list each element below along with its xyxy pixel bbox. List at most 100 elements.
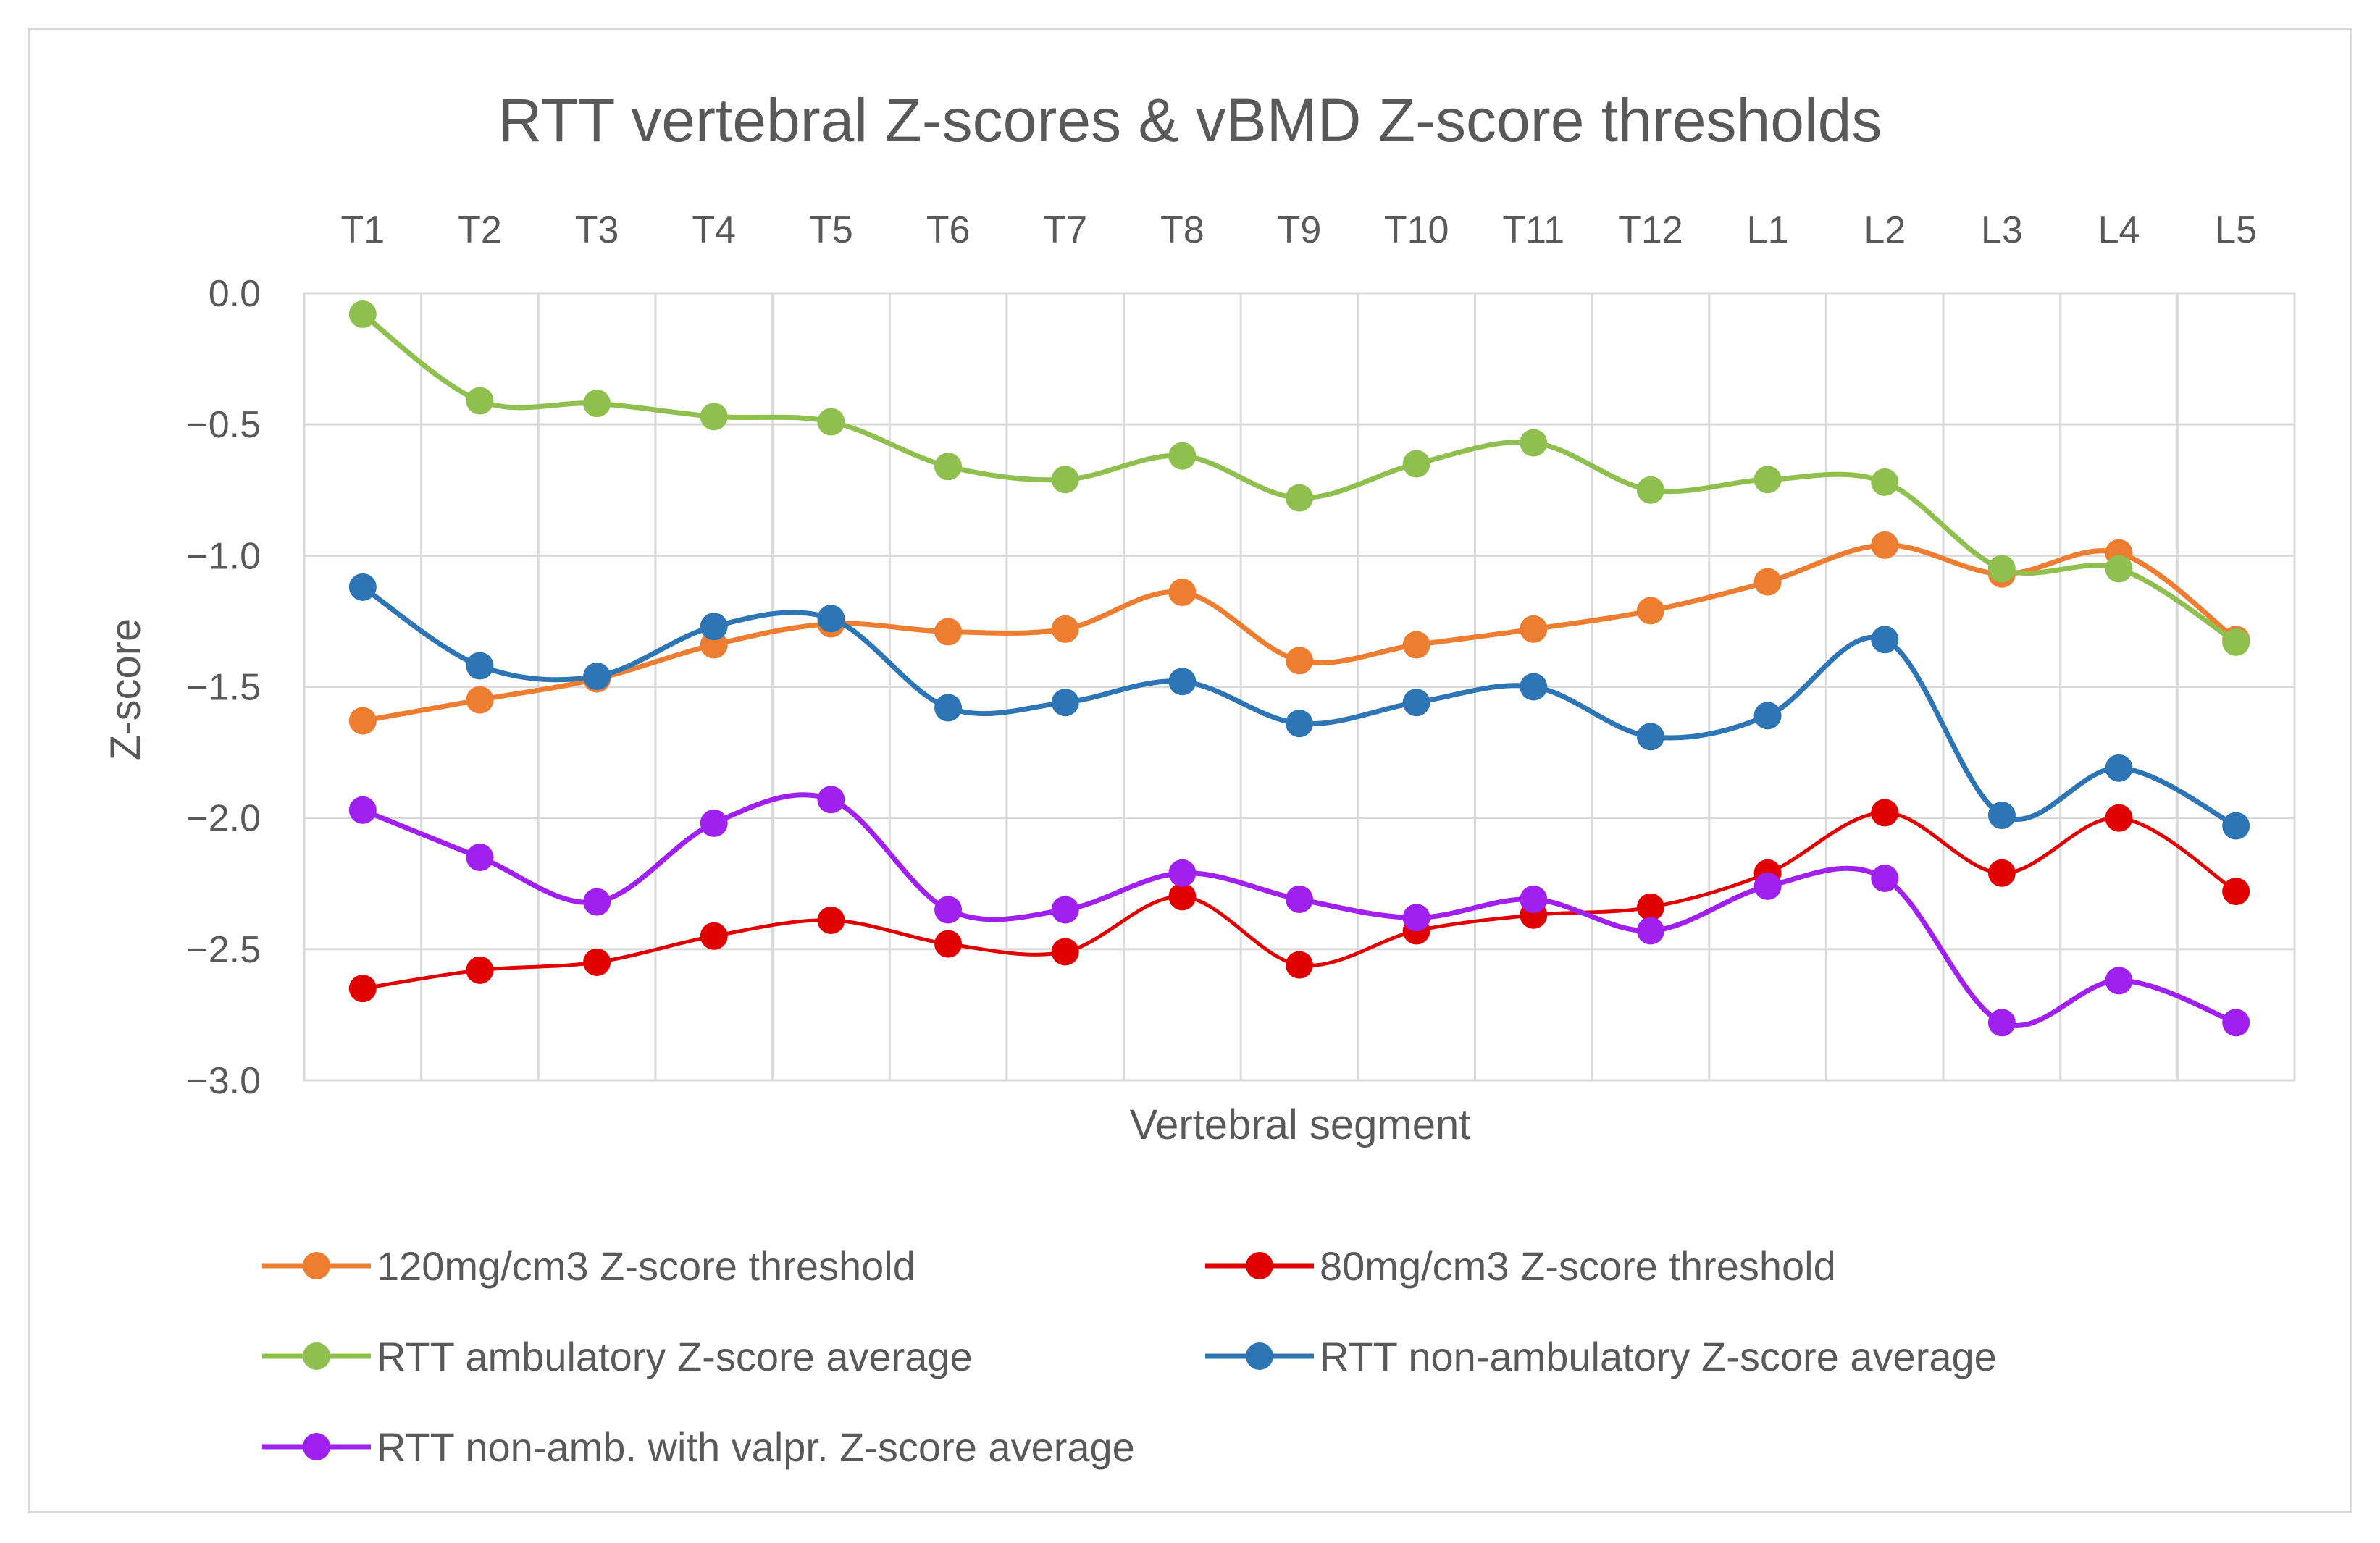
data-point (1051, 938, 1079, 966)
data-point (1636, 723, 1664, 751)
plot-area (303, 292, 2296, 1082)
x-tick-label: T1 (340, 209, 385, 251)
data-point (1402, 631, 1430, 659)
data-point (700, 922, 728, 950)
series-2 (348, 799, 2250, 1003)
data-point (2222, 878, 2250, 906)
data-point (466, 686, 494, 714)
data-point (1987, 859, 2016, 887)
data-point (934, 453, 963, 481)
y-axis-label: Z-score (102, 618, 149, 761)
data-point (348, 796, 377, 824)
legend-item-3: RTT ambulatory Z-score average (262, 1334, 973, 1379)
series-1 (348, 531, 2250, 735)
x-tick-label: T6 (926, 209, 971, 251)
data-point (348, 707, 377, 735)
data-point (1051, 689, 1079, 717)
data-point (1753, 872, 1782, 900)
data-point (817, 906, 845, 934)
x-tick-label: L2 (1864, 209, 1906, 251)
legend-label: RTT non-ambulatory Z-score average (1320, 1334, 1997, 1379)
data-point (348, 300, 377, 328)
x-tick-label: T10 (1384, 209, 1449, 251)
data-point (1987, 802, 2016, 830)
data-point (1636, 597, 1664, 625)
x-tick-label: L4 (2098, 209, 2140, 251)
data-point (466, 956, 494, 984)
legend-item-5: RTT non-amb. with valpr. Z-score average (262, 1424, 1135, 1470)
data-point (2105, 804, 2133, 832)
data-point (1402, 904, 1430, 932)
data-point (1168, 442, 1197, 470)
data-point (1286, 484, 1313, 512)
x-tick-label: T7 (1043, 209, 1087, 251)
data-point (1051, 896, 1079, 924)
data-point (2222, 1009, 2250, 1037)
legend-label: 80mg/cm3 Z-score threshold (1320, 1243, 1836, 1289)
legend-item-2: 80mg/cm3 Z-score threshold (1205, 1243, 1836, 1289)
data-point (466, 652, 494, 680)
data-point (583, 390, 611, 418)
data-point (700, 613, 728, 641)
series-line (362, 542, 2238, 724)
y-tick-label: 0.0 (209, 273, 261, 315)
data-point (1871, 865, 1899, 893)
data-point (1286, 885, 1313, 913)
data-point (2105, 754, 2133, 782)
data-point (1520, 885, 1548, 913)
data-point (1753, 568, 1782, 596)
data-point (583, 948, 611, 976)
legend-swatch-marker (303, 1433, 330, 1460)
data-point (1871, 468, 1899, 496)
x-tick-label: T12 (1618, 209, 1683, 251)
data-point (2222, 628, 2250, 656)
series-line (361, 312, 2238, 644)
data-point (1286, 951, 1313, 979)
legend-swatch-marker (303, 1342, 330, 1370)
x-tick-label: L3 (1981, 209, 2023, 251)
data-point (2222, 812, 2250, 840)
data-point (1402, 450, 1430, 478)
data-point (1168, 859, 1197, 887)
data-point (1402, 689, 1430, 717)
data-point (1051, 615, 1079, 643)
series-line (361, 584, 2237, 828)
data-point (1520, 615, 1548, 643)
y-tick-label: −2.0 (186, 798, 261, 840)
data-point (817, 786, 845, 814)
data-point (2105, 555, 2133, 583)
legend-swatch-marker (303, 1252, 330, 1279)
data-point (1168, 579, 1197, 607)
x-tick-label: T11 (1502, 209, 1564, 251)
x-tick-label: L5 (2215, 209, 2257, 251)
data-point (348, 573, 377, 601)
data-point (1871, 626, 1899, 654)
data-point (934, 896, 963, 924)
chart-title: RTT vertebral Z-scores & vBMD Z-score th… (498, 86, 1882, 154)
legend-item-4: RTT non-ambulatory Z-score average (1205, 1334, 1997, 1379)
x-tick-label: T9 (1278, 209, 1322, 251)
y-tick-label: −1.0 (186, 535, 261, 577)
data-point (1753, 702, 1782, 730)
data-point (1871, 799, 1899, 827)
data-point (1636, 917, 1664, 945)
x-tick-label: L1 (1747, 209, 1789, 251)
data-point (700, 809, 728, 837)
x-tick-label: T2 (458, 209, 502, 251)
data-point (934, 694, 963, 722)
y-tick-label: −3.0 (186, 1060, 261, 1102)
y-axis-ticks: 0.0 −0.5 −1.0 −1.5 −2.0 −2.5 −3.0 (186, 273, 261, 1102)
series-5 (348, 786, 2250, 1037)
data-point (1636, 893, 1664, 921)
legend-label: 120mg/cm3 Z-score threshold (377, 1243, 915, 1289)
data-point (817, 408, 845, 436)
x-tick-label: T8 (1160, 209, 1204, 251)
data-point (583, 888, 611, 916)
series-layer (348, 300, 2250, 1037)
data-point (1987, 555, 2016, 583)
y-tick-label: −0.5 (186, 404, 261, 446)
data-point (1286, 710, 1313, 738)
x-tick-label: T5 (809, 209, 853, 251)
x-axis-label: Vertebral segment (1130, 1101, 1471, 1148)
gridlines (303, 292, 2296, 1082)
